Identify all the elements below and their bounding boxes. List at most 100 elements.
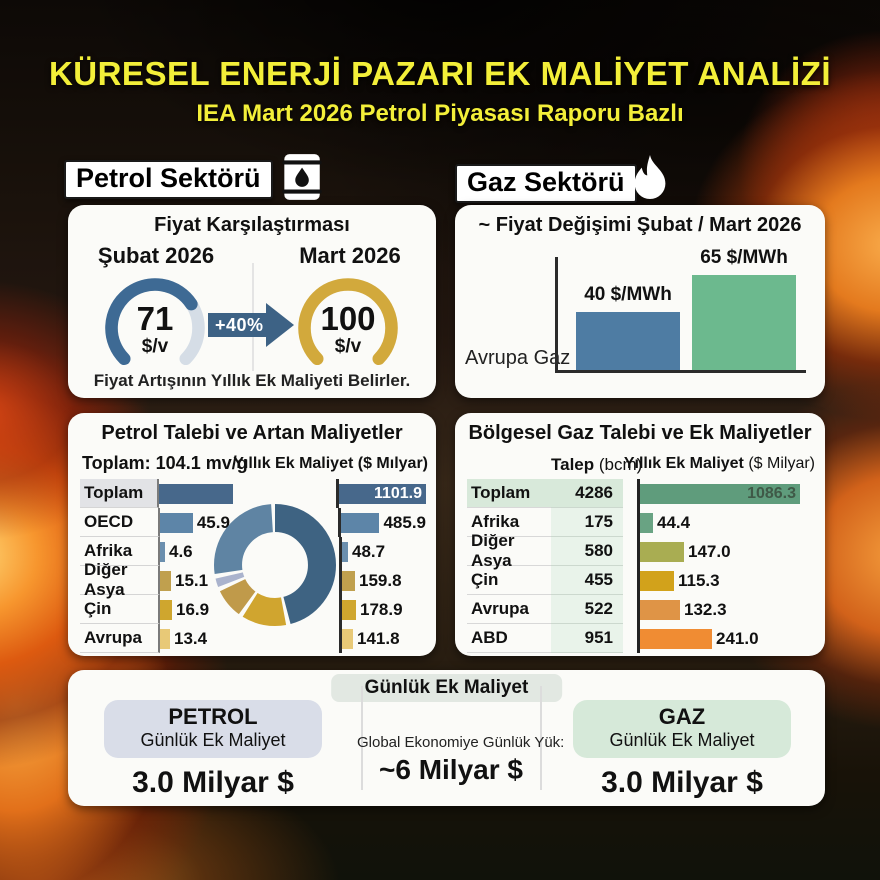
demand-bar [160, 628, 170, 649]
cost-bar [640, 628, 712, 649]
cost-cell: 132.3 [637, 595, 813, 624]
row-label: Toplam [80, 479, 160, 508]
donut-segment-OECD [213, 503, 337, 627]
row-label: Diğer Asya [467, 531, 551, 570]
gap [623, 624, 637, 653]
table-row: OECD 45.9 485.9 [80, 508, 426, 537]
petrol-section-header: Petrol Sektörü [64, 160, 273, 199]
demand-cell: 13.4 [160, 624, 260, 653]
demand-bar [160, 541, 165, 562]
row-label: Afrika [80, 537, 160, 566]
cost-bar [640, 541, 684, 562]
demand-bar [159, 512, 193, 533]
panel-title: Bölgesel Gaz Talebi ve Ek Maliyetler [468, 422, 812, 444]
row-label: Afrika [467, 508, 551, 537]
table-row: Çin 16.9 178.9 [80, 595, 426, 624]
cost-cell: 44.4 [637, 508, 813, 537]
page-subtitle: IEA Mart 2026 Petrol Piyasası Raporu Baz… [196, 100, 684, 127]
cost-bar [640, 599, 680, 620]
gas-demand-header: Talep (bcm) [551, 455, 642, 475]
table-row: Toplam 1101.9 [80, 479, 426, 508]
global-burden-value: ~6 Milyar $ [379, 754, 523, 785]
demand-cell: 4.6 [160, 537, 260, 566]
gaz-daily-subtitle: Günlük Ek Maliyet [609, 730, 755, 751]
demand-value: 13.4 [174, 628, 208, 648]
cost-cell: 147.0 [637, 537, 813, 566]
cost-value: 141.8 [357, 628, 400, 648]
petrol-daily-subtitle: Günlük Ek Maliyet [140, 730, 286, 751]
header-bold: Yıllık Ek Maliyet [623, 455, 744, 472]
row-label: OECD [80, 508, 160, 537]
flame-icon [628, 152, 672, 207]
cost-bar [341, 512, 380, 533]
row-label: Avrupa Gaz [465, 347, 571, 369]
cost-value: 48.7 [352, 541, 386, 561]
donut-segment-Çin [213, 503, 337, 627]
cost-bar [342, 628, 353, 649]
bar-value-label: 65 $/MWh [700, 247, 788, 268]
cost-value: 1086.3 [747, 484, 796, 502]
cost-cell: 115.3 [637, 566, 813, 595]
table-row: Çin 455 115.3 [467, 566, 813, 595]
gas-price-panel: ~ Fiyat Değişimi Şubat / Mart 2026 Avrup… [455, 205, 825, 398]
demand-cell: 45.9 [159, 508, 260, 537]
gap [623, 566, 637, 595]
gap [623, 595, 637, 624]
cost-cell: 48.7 [339, 537, 426, 566]
cost-cell: 485.9 [338, 508, 426, 537]
before-label: Şubat 2026 [97, 243, 215, 268]
cost-value: 44.4 [657, 512, 691, 532]
before-gauge: 71 $/v [97, 270, 213, 386]
change-percent: +40% [215, 315, 264, 335]
cost-bar [342, 599, 356, 620]
demand-bar [160, 570, 171, 591]
cost-cell: 178.9 [339, 595, 426, 624]
demand-value: 4.6 [169, 541, 193, 561]
price-comparison-panel: Fiyat Karşılaştırması Şubat 2026 Mart 20… [68, 205, 436, 398]
demand-cell [159, 479, 258, 508]
gap [623, 508, 637, 537]
daily-cost-panel: Günlük Ek Maliyet PETROL Günlük Ek Maliy… [68, 670, 825, 806]
gaz-daily-value: 3.0 Milyar $ [601, 766, 763, 799]
global-burden-label: Global Ekonomiye Günlük Yük: [357, 734, 565, 751]
demand-value: 15.1 [175, 570, 209, 590]
cost-cell: 1101.9 [336, 479, 426, 508]
oil-cost-header: Yıllık Ek Maliyet ($ Mılyar) [233, 455, 428, 472]
demand-bar [160, 599, 172, 620]
petrol-daily-title: PETROL [168, 704, 258, 729]
cost-bar [342, 541, 348, 562]
bar-value-label: 40 $/MWh [584, 284, 672, 305]
cost-value: 147.0 [688, 541, 731, 561]
oil-rows: Toplam 1101.9 OECD 45.9 485.9 Afrika 4.6 48.7 Di… [80, 479, 426, 653]
cost-bar: 1086.3 [640, 483, 800, 504]
oil-demand-donut [213, 503, 337, 627]
row-label: Çin [80, 595, 160, 624]
oil-demand-panel: Petrol Talebi ve Artan Maliyetler Toplam… [68, 413, 436, 656]
row-label: ABD [467, 624, 551, 653]
cost-bar [640, 512, 653, 533]
gauge-after-arc [298, 278, 398, 366]
change-arrow-body [208, 313, 266, 337]
cost-bar [640, 570, 674, 591]
after-unit: $/v [334, 336, 362, 357]
gap [623, 479, 637, 508]
gas-price-bar-feb [576, 312, 680, 370]
cost-cell: 1086.3 [637, 479, 813, 508]
panel-caption: Fiyat Artışının Yıllık Ek Maliyeti Belir… [93, 371, 411, 390]
table-row: Afrika 175 44.4 [467, 508, 813, 537]
petrol-daily-value: 3.0 Milyar $ [132, 766, 294, 799]
donut-spacer [260, 624, 339, 653]
cost-bar [342, 570, 355, 591]
gas-cost-header: Yıllık Ek Maliyet ($ Milyar) [624, 455, 815, 473]
gauge-before-arc [105, 278, 198, 366]
page-title: KÜRESEL ENERJİ PAZARI EK MALİYET ANALİZİ [48, 55, 832, 92]
header-unit: (bcm) [594, 455, 643, 474]
cost-value: 115.3 [678, 570, 720, 590]
table-row: ABD 951 241.0 [467, 624, 813, 653]
panel-title: ~ Fiyat Değişimi Şubat / Mart 2026 [478, 214, 802, 236]
demand-bar [159, 483, 234, 504]
demand-cell: 16.9 [160, 595, 260, 624]
after-gauge: 100 $/v [290, 270, 406, 386]
cost-bar: 1101.9 [339, 483, 426, 504]
